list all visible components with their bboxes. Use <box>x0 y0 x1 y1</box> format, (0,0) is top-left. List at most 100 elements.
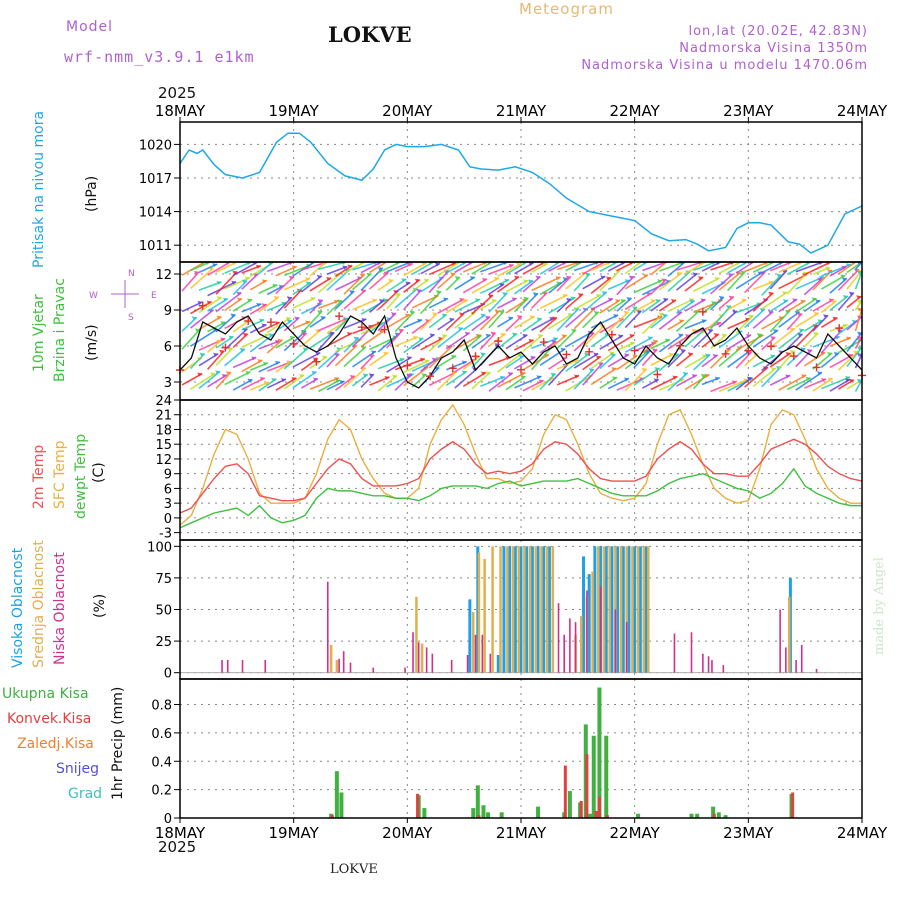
wind-arrowhead <box>438 337 444 342</box>
wind-arrow <box>565 331 594 348</box>
wind-arrowhead <box>236 297 242 302</box>
wind-arrow <box>539 348 566 366</box>
wind-arrowhead <box>796 312 802 317</box>
wind-arrow <box>684 328 706 348</box>
wind-arrowhead <box>801 374 807 379</box>
wind-arrowhead <box>404 313 410 318</box>
wind-arrow <box>556 276 572 292</box>
wind-arrowhead <box>481 277 487 282</box>
cloud-low-bar <box>226 660 229 673</box>
y-tick-label: 0.4 <box>151 755 172 770</box>
y-tick-label: 12 <box>155 268 172 283</box>
wind-arrow <box>343 346 367 368</box>
cloud-high-bar <box>547 546 551 673</box>
precip-total-bar <box>339 792 344 818</box>
wind-arrowhead <box>536 375 542 380</box>
wind-arrow <box>198 370 221 390</box>
wind-arrow <box>428 262 457 276</box>
wind-arrowhead <box>299 373 305 378</box>
meteogram-label: Meteogram <box>519 0 614 18</box>
wind-arrowhead <box>661 278 667 283</box>
wind-arrowhead <box>528 338 534 343</box>
y-tick-label: 18 <box>155 423 172 438</box>
cloud-mid-bar <box>631 546 634 673</box>
wind-arrowhead <box>595 355 601 360</box>
precip-total-bar <box>486 812 491 818</box>
wind-arrowhead <box>264 333 270 338</box>
wind-arrow <box>496 332 518 350</box>
wind-arrow <box>488 292 508 313</box>
wind-arrowhead <box>261 323 267 328</box>
wind-arrowhead <box>857 299 862 304</box>
x-tick-label-top: 20MAY <box>382 102 433 120</box>
wind-arrowhead <box>485 333 491 338</box>
wind-arrow <box>633 279 663 294</box>
year-bottom: 2025 <box>158 838 197 856</box>
wind-arrowhead <box>785 374 791 379</box>
cloud-high-bar <box>587 574 591 673</box>
wind-arrowhead <box>532 292 538 297</box>
wind-arrowhead <box>845 378 851 383</box>
wind-arrowhead <box>623 353 629 358</box>
y-tick-label: 3 <box>164 376 172 391</box>
cloud-low-bar <box>372 667 375 673</box>
wind-arrow <box>786 261 812 276</box>
wind-arrowhead <box>817 277 823 282</box>
wind-arrowhead <box>593 352 599 357</box>
wind-arrowhead <box>448 317 454 322</box>
cloud-low-bar <box>815 668 818 673</box>
wind-arrow <box>650 353 674 367</box>
cloud-high-bar <box>616 546 620 673</box>
wind-arrowhead <box>845 336 851 341</box>
wind-arrowhead <box>800 347 806 352</box>
wind-arrow <box>403 359 430 374</box>
cloud-mid-bar <box>619 546 623 673</box>
wind-arrowhead <box>714 276 720 281</box>
wind-arrow <box>386 261 412 273</box>
wind-arrow <box>394 287 419 309</box>
wind-arrow <box>283 347 309 370</box>
wind-arrow <box>190 328 218 347</box>
wind-arrowhead <box>499 375 505 380</box>
wind-arrowhead <box>700 298 706 303</box>
wind-arrowhead <box>231 280 237 285</box>
wind-arrowhead <box>199 352 205 357</box>
wind-arrow <box>658 353 680 372</box>
wind-arrowhead <box>514 275 520 280</box>
wind-arrow <box>454 367 478 389</box>
pressure-line <box>179 132 863 254</box>
wind-arrow <box>462 313 486 331</box>
wind-arrow <box>761 316 785 330</box>
wind-arrow <box>480 278 510 295</box>
wind-arrow <box>420 290 442 315</box>
wind-arrowhead <box>247 378 253 383</box>
wind-arrowhead <box>716 321 722 326</box>
wind-arrow <box>709 347 732 369</box>
wind-arrow <box>309 332 333 349</box>
cloud-mid-bar <box>491 546 494 673</box>
wind-direction-marker <box>607 330 616 339</box>
wind-arrow <box>497 371 526 388</box>
x-tick-label-bottom: 19MAY <box>269 824 320 842</box>
wind-arrowhead <box>691 374 697 379</box>
wind-arrow <box>778 261 803 274</box>
wind-arrowhead <box>329 331 335 336</box>
wind-arrow <box>224 348 246 367</box>
wind-arrow <box>530 346 553 371</box>
wind-arrowhead <box>504 278 510 283</box>
wind-arrow <box>744 308 766 329</box>
wind-arrow <box>539 281 562 296</box>
wind-arrowhead <box>595 293 601 298</box>
wind-direction-marker <box>244 317 253 326</box>
wind-arrow <box>394 310 416 333</box>
wind-arrow <box>224 328 248 351</box>
wind-arrow <box>752 310 774 329</box>
wind-arrowhead <box>518 354 524 359</box>
wind-arrow <box>573 368 595 390</box>
wind-arrow <box>189 353 206 370</box>
wind-arrow <box>667 270 691 292</box>
wind-direction-marker <box>676 341 685 350</box>
wind-arrowhead <box>508 263 514 268</box>
wind-arrow <box>300 329 321 348</box>
wind-arrowhead <box>490 331 496 336</box>
